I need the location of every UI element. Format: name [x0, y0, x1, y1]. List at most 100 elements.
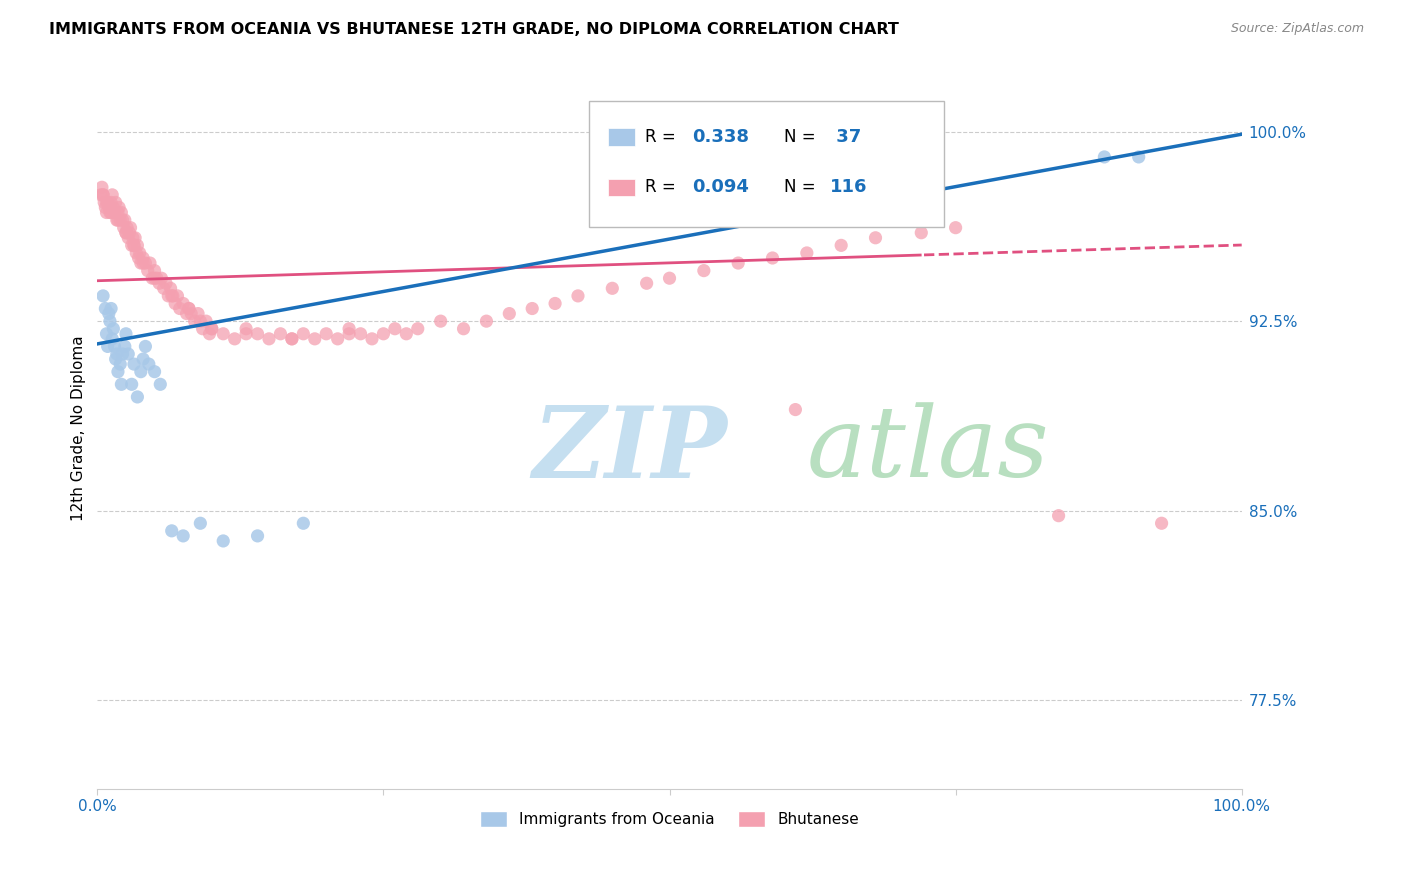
Point [110, 377, 132, 392]
Point [111, 347, 134, 361]
Point [224, 332, 246, 346]
Point [96, 205, 118, 219]
Point [98, 314, 121, 328]
Point [761, 251, 783, 265]
Point [90, 180, 112, 194]
Text: 0.338: 0.338 [692, 128, 749, 146]
Point [111, 213, 134, 227]
Point [90, 187, 112, 202]
Point [600, 281, 623, 295]
Point [132, 251, 155, 265]
Point [159, 281, 181, 295]
Point [155, 277, 177, 291]
Point [143, 271, 166, 285]
Point [141, 271, 163, 285]
Point [796, 150, 818, 164]
Point [132, 352, 155, 367]
Point [104, 352, 127, 367]
Point [292, 326, 315, 341]
Point [103, 201, 125, 215]
Point [122, 357, 145, 371]
Point [103, 339, 125, 353]
Text: atlas: atlas [807, 402, 1050, 498]
Text: N =: N = [785, 128, 821, 146]
Point [127, 238, 149, 252]
Point [138, 357, 160, 371]
Point [201, 322, 224, 336]
Point [110, 357, 132, 371]
Point [128, 251, 150, 265]
Point [373, 326, 395, 341]
Text: 37: 37 [830, 128, 860, 146]
Point [326, 332, 349, 346]
Point [118, 226, 141, 240]
Text: R =: R = [645, 128, 682, 146]
Point [281, 332, 304, 346]
Point [498, 307, 520, 321]
Point [1150, 516, 1173, 531]
Point [103, 205, 125, 219]
Point [172, 296, 194, 310]
Point [94, 301, 117, 316]
Point [235, 322, 257, 336]
Point [146, 271, 169, 285]
Point [94, 201, 117, 215]
Point [1128, 150, 1150, 164]
Point [693, 263, 716, 277]
Point [830, 238, 852, 252]
Point [117, 231, 139, 245]
FancyBboxPatch shape [589, 101, 945, 227]
Point [910, 226, 932, 240]
Point [165, 296, 187, 310]
Point [117, 347, 139, 361]
Point [636, 277, 658, 291]
Point [281, 332, 304, 346]
Point [124, 231, 146, 245]
Point [183, 314, 205, 328]
Point [429, 314, 451, 328]
Point [114, 339, 136, 353]
Point [395, 326, 418, 341]
Point [110, 213, 132, 227]
Point [152, 281, 174, 295]
Point [115, 326, 138, 341]
Point [1092, 150, 1115, 164]
Point [337, 326, 360, 341]
Point [105, 347, 128, 361]
Point [122, 238, 145, 252]
Point [114, 213, 136, 227]
Point [97, 195, 120, 210]
Point [96, 195, 118, 210]
Point [122, 238, 145, 252]
Point [187, 307, 209, 321]
Point [160, 524, 183, 538]
Point [257, 332, 280, 346]
Point [120, 220, 142, 235]
Point [143, 365, 166, 379]
Point [177, 301, 200, 316]
Point [180, 307, 202, 321]
Point [139, 256, 162, 270]
Point [91, 187, 114, 202]
Point [115, 226, 138, 240]
Point [127, 390, 149, 404]
Text: Source: ZipAtlas.com: Source: ZipAtlas.com [1230, 22, 1364, 36]
Point [104, 195, 127, 210]
Point [658, 271, 681, 285]
Point [134, 256, 156, 270]
Point [110, 205, 132, 219]
Point [162, 289, 184, 303]
Point [107, 213, 129, 227]
Point [191, 322, 214, 336]
Point [160, 289, 183, 303]
Point [115, 226, 138, 240]
Point [100, 301, 122, 316]
Point [143, 263, 166, 277]
Point [150, 271, 173, 285]
Point [292, 516, 315, 531]
Point [1047, 508, 1070, 523]
Point [98, 205, 121, 219]
Point [169, 301, 191, 316]
Point [115, 220, 138, 235]
Point [107, 205, 129, 219]
